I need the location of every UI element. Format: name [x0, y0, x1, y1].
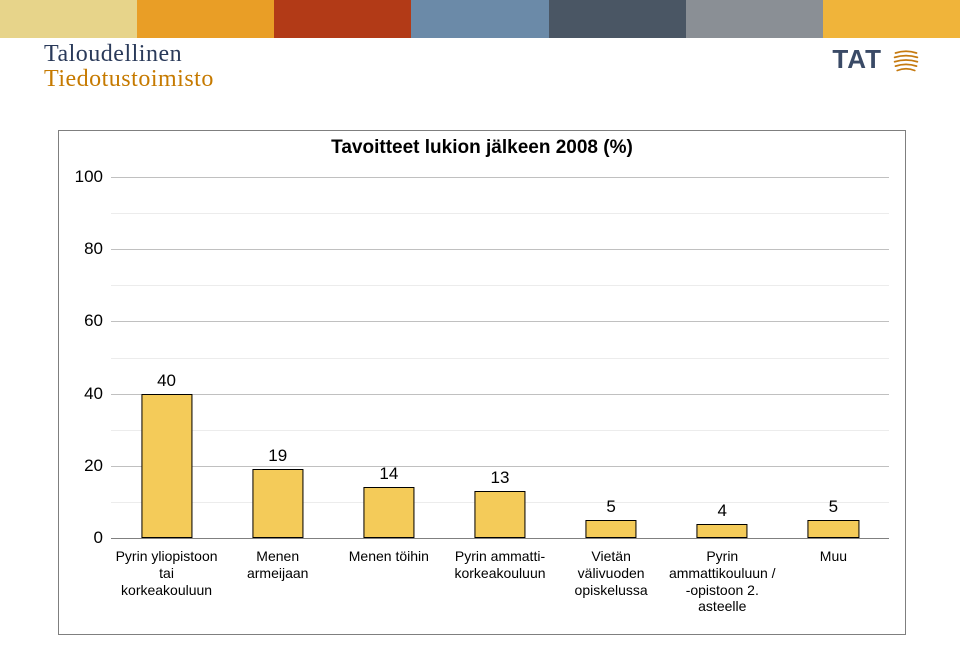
- header-strip-cell: [823, 0, 960, 38]
- logo-left: Taloudellinen Tiedotustoimisto: [44, 42, 214, 92]
- header-strip-cell: [411, 0, 548, 38]
- page-header: Taloudellinen Tiedotustoimisto TAT: [0, 0, 960, 120]
- header-strip-cell: [137, 0, 274, 38]
- chart-container: Tavoitteet lukion jälkeen 2008 (%) 02040…: [58, 130, 906, 635]
- chart-plot-area: 02040608010040191413545: [111, 177, 889, 538]
- chart-x-label: Pyrin ammatti-korkeakouluun: [444, 544, 555, 630]
- chart-bar-slot: 14: [333, 177, 444, 538]
- chart-bar: 4: [697, 524, 748, 538]
- chart-y-tick-label: 80: [84, 239, 111, 259]
- chart-y-tick-label: 60: [84, 311, 111, 331]
- chart-x-label: Pyrin ammattikouluun / -opistoon 2. aste…: [667, 544, 778, 630]
- chart-x-label: Vietän välivuoden opiskelussa: [556, 544, 667, 630]
- chart-bar-value: 4: [718, 501, 727, 521]
- chart-bar: 13: [474, 491, 525, 538]
- chart-bar-slot: 13: [444, 177, 555, 538]
- chart-bars: 40 19 14 13 5 4 5: [111, 177, 889, 538]
- chart-bar-slot: 40: [111, 177, 222, 538]
- chart-y-tick-label: 40: [84, 384, 111, 404]
- globe-stripes-icon: [892, 46, 920, 74]
- chart-bar-value: 13: [491, 468, 510, 488]
- chart-bar-value: 19: [268, 446, 287, 466]
- chart-y-tick-label: 100: [75, 167, 111, 187]
- chart-x-labels: Pyrin yliopistoon tai korkeakouluunMenen…: [111, 544, 889, 630]
- logo-left-line2: Tiedotustoimisto: [44, 67, 214, 92]
- chart-y-tick-label: 20: [84, 456, 111, 476]
- logo-left-line1: Taloudellinen: [44, 42, 214, 67]
- chart-x-label: Muu: [778, 544, 889, 630]
- header-color-strip: [0, 0, 960, 38]
- chart-title: Tavoitteet lukion jälkeen 2008 (%): [59, 137, 905, 159]
- header-strip-cell: [686, 0, 823, 38]
- header-strip-cell: [0, 0, 137, 38]
- chart-bar-value: 5: [829, 497, 838, 517]
- chart-x-label: Menen töihin: [333, 544, 444, 630]
- chart-bar: 40: [141, 394, 192, 538]
- logo-right: TAT: [832, 44, 920, 75]
- chart-bar: 19: [252, 469, 303, 538]
- chart-bar-value: 40: [157, 371, 176, 391]
- chart-x-label: Pyrin yliopistoon tai korkeakouluun: [111, 544, 222, 630]
- chart-bar-value: 14: [379, 464, 398, 484]
- chart-x-label: Menen armeijaan: [222, 544, 333, 630]
- chart-bar-slot: 5: [556, 177, 667, 538]
- chart-bar-slot: 5: [778, 177, 889, 538]
- chart-bar-value: 5: [606, 497, 615, 517]
- chart-gridline: [111, 538, 889, 539]
- chart-bar-slot: 19: [222, 177, 333, 538]
- header-strip-cell: [274, 0, 411, 38]
- chart-bar: 5: [586, 520, 637, 538]
- chart-bar-slot: 4: [667, 177, 778, 538]
- chart-bar: 5: [808, 520, 859, 538]
- logo-right-text: TAT: [832, 44, 882, 75]
- chart-bar: 14: [363, 487, 414, 538]
- chart-y-tick-label: 0: [94, 528, 111, 548]
- header-strip-cell: [549, 0, 686, 38]
